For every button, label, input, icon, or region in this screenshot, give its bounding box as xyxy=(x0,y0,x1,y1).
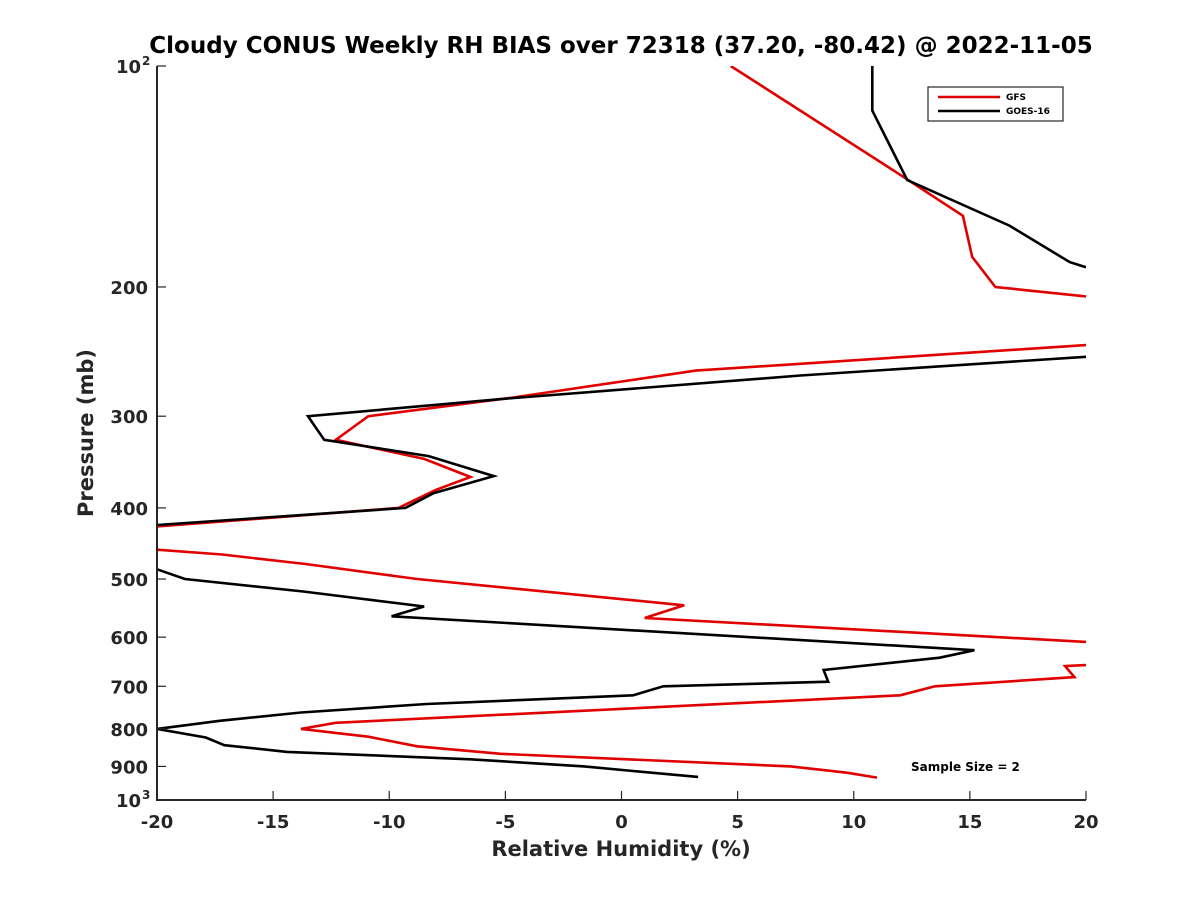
x-tick-label: -20 xyxy=(141,812,174,833)
y-axis-label: Pressure (mb) xyxy=(74,349,98,517)
y-tick-label: 900 xyxy=(110,757,148,778)
y-tick-label: 600 xyxy=(110,628,148,649)
x-tick-label: -5 xyxy=(495,812,515,833)
y-tick-label: 800 xyxy=(110,720,148,741)
y-tick-exponent: 2 xyxy=(142,54,150,68)
plot-area: -20 -15 -10 -5 0 5 10 15 20 10 220030040050060070… xyxy=(110,54,1098,833)
x-tick-label: 5 xyxy=(731,812,744,833)
y-tick-label: 10 xyxy=(116,791,141,812)
x-tick-label: -10 xyxy=(373,812,406,833)
y-tick-label: 200 xyxy=(110,278,148,299)
legend-goes16-label: GOES-16 xyxy=(1006,107,1050,117)
y-tick-label: 700 xyxy=(110,677,148,698)
x-tick-label: -15 xyxy=(257,812,290,833)
legend: GFS GOES-16 xyxy=(927,86,1064,122)
x-axis-ticks: -20 -15 -10 -5 0 5 10 15 20 xyxy=(141,791,1099,833)
x-axis-label: Relative Humidity (%) xyxy=(491,837,750,861)
y-tick-label: 400 xyxy=(110,499,148,520)
x-tick-label: 10 xyxy=(841,812,866,833)
legend-box xyxy=(927,86,1064,122)
y-tick-label: 500 xyxy=(110,570,148,591)
series-line-goes-16 xyxy=(157,66,1086,779)
chart-title: Cloudy CONUS Weekly RH BIAS over 72318 (… xyxy=(149,33,1092,59)
series-layer xyxy=(157,66,1086,779)
y-tick-label: 300 xyxy=(110,407,148,428)
x-tick-label: 15 xyxy=(957,812,982,833)
y-tick-exponent: 3 xyxy=(142,788,150,802)
x-tick-label: 20 xyxy=(1073,812,1098,833)
y-tick-label: 10 xyxy=(116,57,141,78)
x-tick-label: 0 xyxy=(615,812,628,833)
legend-gfs-label: GFS xyxy=(1006,93,1026,103)
sample-size-annotation: Sample Size = 2 xyxy=(911,760,1020,774)
